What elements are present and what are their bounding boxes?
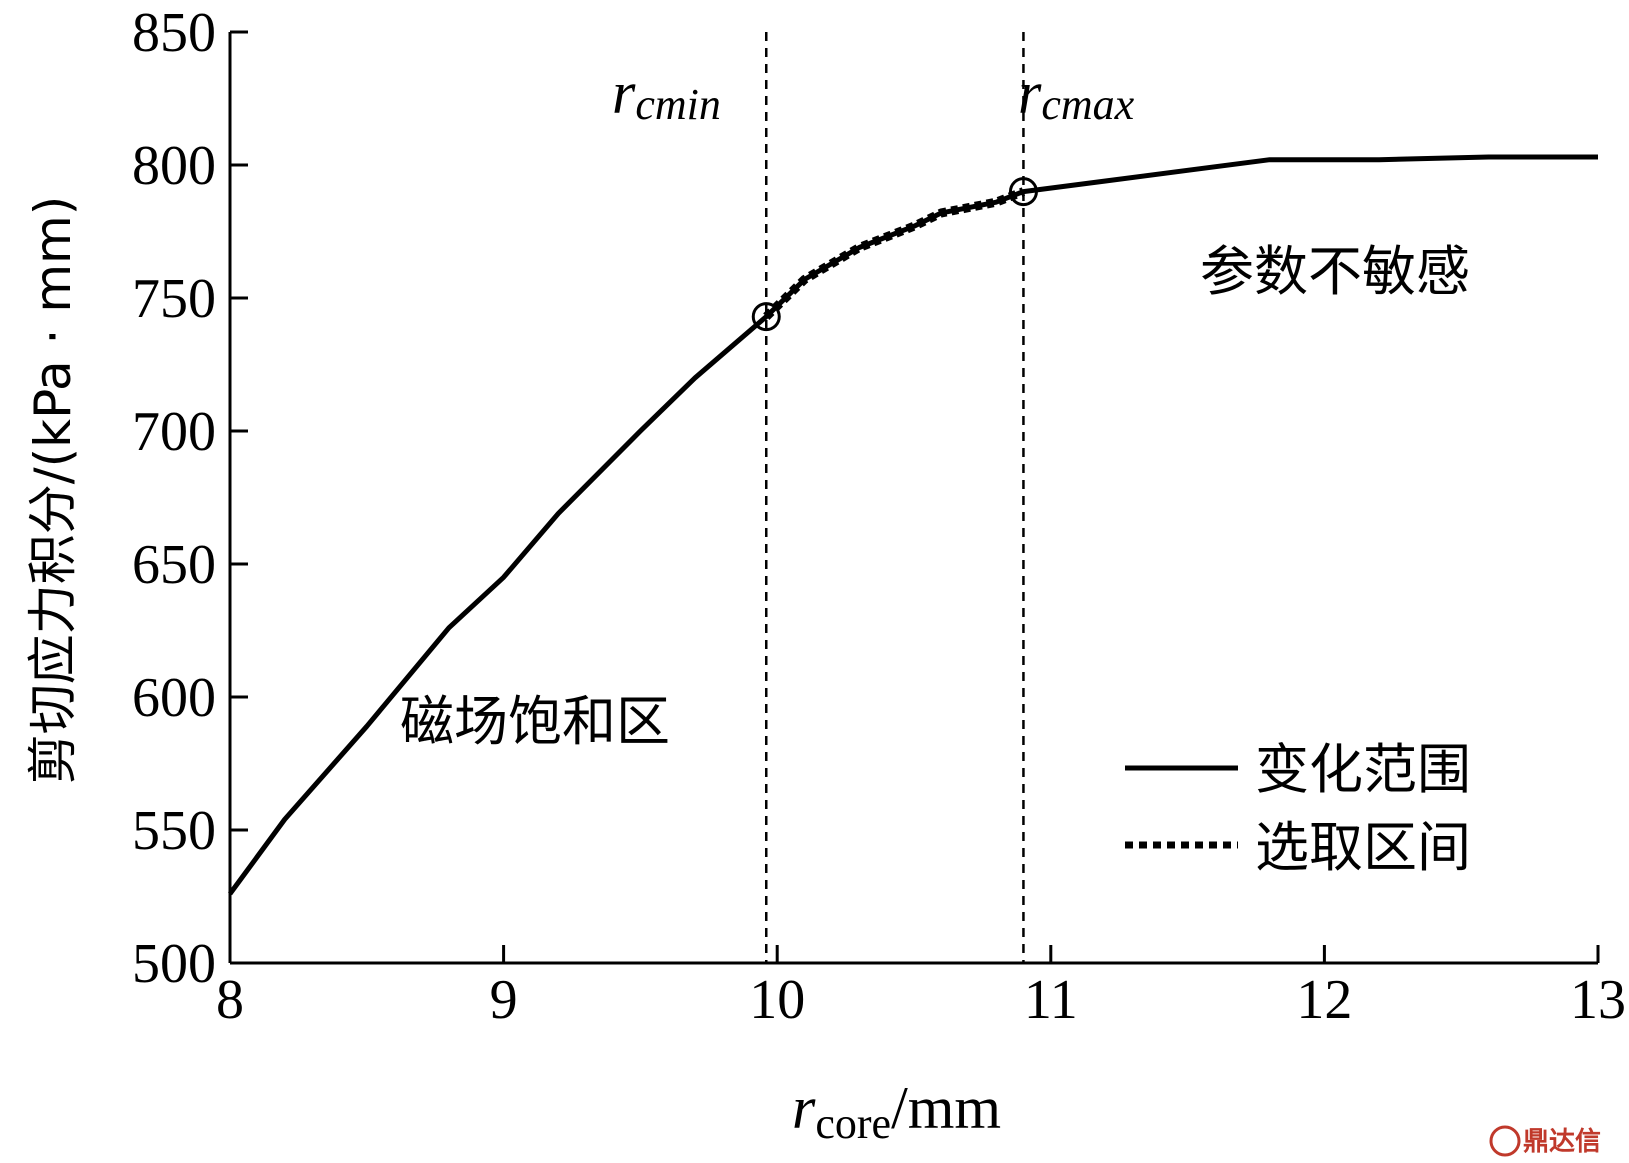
legend: 变化范围 选取区间 (1125, 738, 1471, 879)
y-tick-label: 650 (132, 534, 216, 596)
x-tick-label: 10 (749, 969, 805, 1031)
insensitive-region-label: 参数不敏感 (1200, 240, 1470, 303)
y-tick-label: 600 (132, 667, 216, 729)
series-group (227, 154, 1598, 896)
x-tick-label: 13 (1570, 969, 1626, 1031)
legend-entry-selected: 选取区间 (1255, 816, 1471, 879)
saturation-region-label: 磁场饱和区 (400, 690, 670, 753)
x-tick-label: 11 (1024, 969, 1078, 1031)
watermark-logo-icon (1489, 1125, 1521, 1157)
rcmax-label: rcmax (1018, 60, 1135, 129)
x-tick-label: 8 (216, 969, 244, 1031)
watermark-text: 鼎达信 (1523, 1127, 1601, 1157)
y-tick-label: 550 (132, 800, 216, 862)
markers (751, 177, 1038, 332)
axes: 500 550 600 650 700 750 800 850 8 9 10 11 12 13 (132, 2, 1626, 1031)
y-tick-label: 800 (132, 135, 216, 197)
y-tick-label: 700 (132, 401, 216, 463)
y-axis-label: 剪切应力积分/(kPa · mm) (24, 196, 82, 784)
x-tick-label: 12 (1296, 969, 1352, 1031)
y-tick-label: 500 (132, 933, 216, 995)
rcmin-marker (751, 302, 781, 332)
watermark: 鼎达信 (1489, 1125, 1601, 1157)
vertical-lines (765, 32, 1025, 963)
rcmin-label: rcmin (612, 60, 721, 129)
y-tick-label: 850 (132, 2, 216, 64)
series-selected-interval (763, 187, 1026, 320)
y-tick-label: 750 (132, 268, 216, 330)
legend-entry-range: 变化范围 (1255, 738, 1471, 801)
series-variation-range (227, 154, 1598, 896)
rcmax-marker (1008, 177, 1038, 207)
x-tick-label: 9 (490, 969, 518, 1031)
x-axis-label: rcore/mm (792, 1075, 1001, 1148)
